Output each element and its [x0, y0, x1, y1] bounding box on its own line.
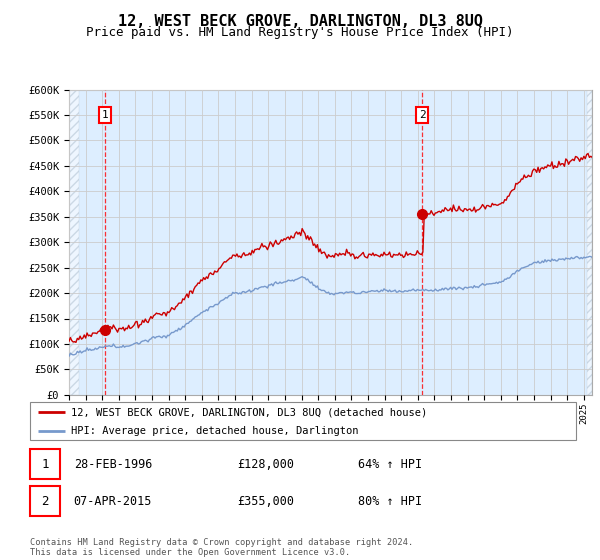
Text: Price paid vs. HM Land Registry's House Price Index (HPI): Price paid vs. HM Land Registry's House … [86, 26, 514, 39]
Text: 80% ↑ HPI: 80% ↑ HPI [358, 494, 422, 508]
Bar [30, 449, 60, 479]
Text: 12, WEST BECK GROVE, DARLINGTON, DL3 8UQ (detached house): 12, WEST BECK GROVE, DARLINGTON, DL3 8UQ… [71, 407, 427, 417]
Text: 12, WEST BECK GROVE, DARLINGTON, DL3 8UQ: 12, WEST BECK GROVE, DARLINGTON, DL3 8UQ [118, 14, 482, 29]
Text: 1: 1 [41, 458, 49, 470]
Text: 2: 2 [41, 494, 49, 508]
Text: 28-FEB-1996: 28-FEB-1996 [74, 458, 152, 470]
Bar [587, 90, 592, 395]
Text: 64% ↑ HPI: 64% ↑ HPI [358, 458, 422, 470]
Text: Contains HM Land Registry data © Crown copyright and database right 2024.
This d: Contains HM Land Registry data © Crown c… [30, 538, 413, 557]
Text: 1: 1 [101, 110, 108, 120]
Bar [69, 90, 79, 395]
Text: HPI: Average price, detached house, Darlington: HPI: Average price, detached house, Darl… [71, 426, 358, 436]
Text: 2: 2 [419, 110, 425, 120]
Bar [30, 486, 60, 516]
Text: £128,000: £128,000 [238, 458, 295, 470]
Text: 07-APR-2015: 07-APR-2015 [74, 494, 152, 508]
Text: £355,000: £355,000 [238, 494, 295, 508]
